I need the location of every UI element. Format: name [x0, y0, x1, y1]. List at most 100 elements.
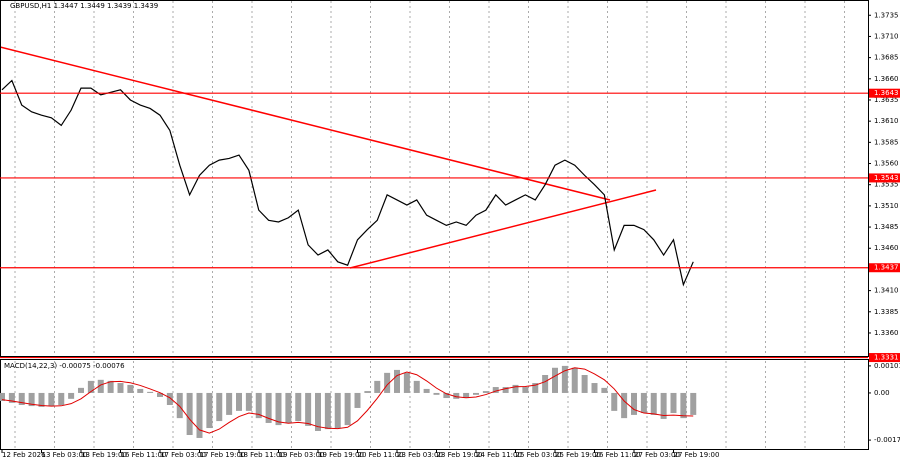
x-tick-label: 24 Feb 11:00 — [476, 451, 522, 459]
histogram-bar — [561, 365, 568, 393]
level-label-box — [869, 173, 900, 183]
y-tick-label: 1.3510 — [874, 202, 899, 210]
histogram-bar — [48, 392, 55, 407]
y-tick-label: 1.3485 — [874, 223, 899, 231]
x-tick-label: 19 Feb 19:00 — [318, 451, 364, 459]
histogram-bar — [117, 383, 124, 393]
histogram-bar — [275, 392, 282, 426]
histogram-bar — [433, 392, 440, 395]
x-tick-label: 27 Feb 03:00 — [634, 451, 680, 459]
y-tick-label: 1.3410 — [874, 287, 899, 295]
x-tick-label: 12 Feb 2026 — [2, 451, 46, 459]
histogram-bar — [463, 392, 470, 399]
level-label: 1.3643 — [874, 89, 899, 97]
histogram-bar — [127, 384, 134, 393]
histogram-bar — [611, 392, 618, 411]
histogram-bar — [512, 384, 519, 393]
trend-line — [0, 46, 611, 201]
histogram-bar — [364, 391, 371, 393]
level-label: 1.3331 — [874, 354, 899, 362]
histogram-bar — [226, 392, 233, 415]
histogram-bar — [660, 392, 667, 419]
x-tick-label: 17 Feb 19:00 — [200, 451, 246, 459]
histogram-bar — [265, 392, 272, 423]
chart-title: GBPUSD,H1 1.3447 1.3449 1.3439 1.3439 — [10, 2, 158, 10]
x-tick-label: 23 Feb 19:00 — [437, 451, 483, 459]
y-tick-label: 1.3660 — [874, 75, 899, 83]
histogram-bar — [473, 392, 479, 395]
x-tick-label: 19 Feb 03:00 — [279, 451, 325, 459]
histogram-bar — [394, 369, 400, 393]
histogram-bar — [176, 392, 183, 419]
x-tick-label: 20 Feb 11:00 — [358, 451, 404, 459]
y-tick-label: 1.3735 — [874, 11, 899, 19]
histogram-bar — [334, 392, 341, 429]
histogram-bar — [591, 383, 598, 393]
histogram-bar — [324, 392, 331, 430]
histogram-bar — [166, 392, 173, 405]
histogram-bar — [295, 392, 302, 422]
histogram-bar — [344, 392, 351, 426]
x-tick-label: 13 Feb 03:00 — [42, 451, 88, 459]
histogram-bar — [601, 387, 608, 393]
histogram-bar — [8, 392, 15, 403]
histogram-bar — [621, 392, 628, 419]
y-tick-label: 1.3710 — [874, 32, 899, 40]
histogram-bar — [206, 392, 213, 429]
x-tick-label: 17 Feb 03:00 — [160, 451, 206, 459]
y-tick-label: 1.3360 — [874, 329, 899, 337]
histogram-bar — [68, 392, 75, 399]
y-tick-label: 1.3460 — [874, 244, 899, 252]
y-tick-label: 1.3535 — [874, 181, 899, 189]
histogram-bar — [315, 392, 321, 431]
histogram-bar — [236, 392, 242, 411]
y-tick-label: 1.3635 — [874, 96, 899, 104]
y-tick-label: -0.00176 — [874, 436, 900, 444]
y-tick-label: 1.3560 — [874, 160, 899, 168]
x-tick-label: 26 Feb 11:00 — [595, 451, 641, 459]
histogram-bar — [107, 380, 114, 393]
histogram-bar — [413, 380, 420, 393]
histogram-bar — [542, 375, 549, 393]
x-tick-label: 13 Feb 19:00 — [81, 451, 127, 459]
histogram-bar — [502, 387, 509, 393]
histogram-bar — [522, 387, 529, 393]
trend-line — [349, 189, 657, 269]
histogram-bar — [285, 392, 292, 423]
histogram-bar — [443, 392, 450, 399]
level-label-box — [869, 263, 900, 273]
histogram-bar — [245, 392, 252, 411]
histogram-bar — [650, 392, 657, 415]
histogram-bar — [354, 392, 361, 408]
y-tick-label: 1.3685 — [874, 54, 899, 62]
macd-title: MACD(14,22,3) -0.00075 -0.00076 — [4, 362, 125, 370]
histogram-bar — [680, 392, 687, 419]
histogram-bar — [423, 388, 430, 393]
histogram-bar — [384, 372, 391, 393]
histogram-bar — [186, 392, 193, 435]
y-tick-label: 1.3585 — [874, 138, 899, 146]
level-label: 1.3437 — [874, 264, 899, 272]
histogram-bar — [58, 392, 65, 405]
y-tick-label: 1.3610 — [874, 117, 899, 125]
price-line — [1, 79, 694, 287]
histogram-bar — [78, 387, 84, 393]
histogram-bar — [28, 392, 35, 407]
level-label-box — [869, 353, 900, 363]
histogram-bar — [552, 367, 558, 393]
histogram-bar — [532, 383, 539, 393]
histogram-bar — [453, 392, 460, 399]
histogram-bar — [690, 392, 697, 415]
histogram-bar — [640, 392, 647, 414]
histogram-bar — [137, 388, 144, 393]
x-tick-label: 18 Feb 11:00 — [239, 451, 285, 459]
histogram-bar — [631, 392, 637, 415]
histogram-bar — [403, 372, 410, 393]
signal-line — [1, 367, 694, 434]
x-tick-label: 16 Feb 11:00 — [121, 451, 167, 459]
y-tick-label: 1.3385 — [874, 308, 899, 316]
x-tick-label: 27 Feb 19:00 — [674, 451, 720, 459]
histogram-bar — [38, 392, 45, 407]
